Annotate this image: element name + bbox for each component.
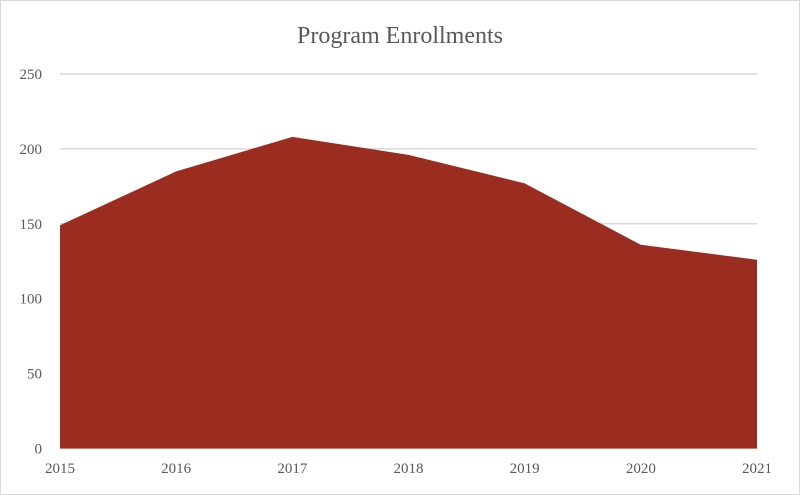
y-tick-label: 100 [20,292,43,308]
y-tick-label: 50 [27,367,42,383]
x-tick-label: 2016 [161,461,192,477]
y-tick-label: 250 [20,67,43,83]
x-tick-label: 2017 [277,461,308,477]
x-tick-label: 2021 [742,461,772,477]
y-tick-label: 0 [35,442,43,458]
area-series [60,136,757,449]
y-tick-label: 150 [20,217,43,233]
x-tick-label: 2020 [626,461,656,477]
x-tick-label: 2018 [394,461,424,477]
chart-title: Program Enrollments [297,23,503,49]
y-tick-label: 200 [20,142,43,158]
x-tick-label: 2015 [45,461,75,477]
x-tick-label: 2019 [510,461,540,477]
